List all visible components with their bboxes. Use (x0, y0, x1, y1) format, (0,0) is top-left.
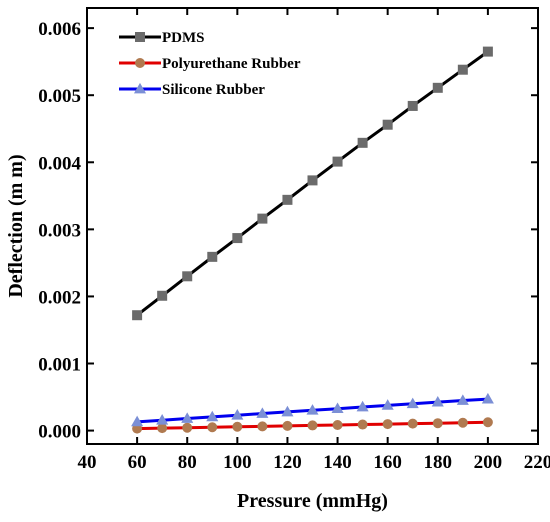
data-point (332, 156, 343, 167)
data-point (131, 415, 144, 427)
y-axis: 0.000 0.001 0.002 0.003 0.004 0.005 0.006 (38, 19, 538, 443)
data-point (356, 400, 369, 412)
data-point (331, 402, 344, 414)
data-point (282, 194, 293, 205)
data-point (357, 419, 368, 430)
x-axis-title: Pressure (mmHg) (237, 490, 388, 512)
x-tick-label: 80 (178, 452, 197, 473)
data-point (157, 423, 168, 434)
data-point (231, 409, 244, 420)
y-tick-label: 0.003 (38, 220, 81, 241)
data-point (381, 399, 394, 410)
series-pdms (132, 46, 493, 321)
legend-label: Polyurethane Rubber (162, 56, 301, 72)
data-point (306, 404, 319, 415)
y-tick-label: 0.001 (38, 355, 81, 376)
y-tick-label: 0.002 (38, 287, 81, 308)
data-point (232, 233, 243, 244)
x-tick-label: 100 (223, 452, 252, 473)
data-point (256, 407, 269, 418)
x-tick-label: 60 (128, 452, 147, 473)
data-point (457, 417, 468, 428)
data-point (407, 100, 418, 111)
data-point (206, 410, 219, 422)
legend-label: Silicone Rubber (162, 82, 265, 98)
data-point (181, 412, 194, 423)
data-point (156, 414, 169, 425)
x-tick-label: 200 (474, 452, 503, 473)
data-point (457, 64, 468, 75)
legend-label: PDMS (162, 30, 205, 46)
legend-item: Polyurethane Rubber (119, 56, 301, 72)
plot-frame (86, 7, 539, 445)
data-point (382, 119, 393, 130)
plot-frame-rect (86, 7, 539, 445)
x-tick-label: 180 (424, 452, 453, 473)
legend-marker (135, 32, 145, 42)
data-point (432, 418, 443, 429)
data-point (232, 421, 243, 432)
data-point (307, 420, 318, 431)
y-tick-label: 0.006 (38, 19, 81, 40)
data-point (182, 271, 193, 282)
data-point (157, 290, 168, 301)
data-point (281, 405, 294, 417)
y-tick-label: 0.000 (38, 422, 81, 443)
data-point (407, 418, 418, 429)
legend-item: PDMS (119, 30, 205, 46)
x-tick-label: 120 (273, 452, 302, 473)
data-point (257, 421, 268, 432)
data-point (481, 392, 494, 404)
series-silicone-rubber (131, 392, 494, 427)
data-point (456, 394, 469, 405)
series-polyurethane-rubber (132, 417, 493, 434)
data-point (207, 422, 218, 433)
x-axis: 40 60 80 100 120 140 160 180 200 220 (78, 8, 550, 473)
data-point (432, 82, 443, 93)
data-point (482, 46, 493, 57)
data-point (406, 397, 419, 409)
data-point (357, 137, 368, 148)
x-tick-label: 140 (323, 452, 352, 473)
legend: PDMS Polyurethane Rubber Silicone Rubber (119, 30, 301, 98)
data-point (332, 420, 343, 431)
legend-item: Silicone Rubber (119, 82, 265, 98)
data-point (132, 310, 143, 321)
data-point (282, 420, 293, 431)
data-point (382, 419, 393, 430)
legend-marker (135, 58, 145, 68)
x-tick-label: 220 (524, 452, 550, 473)
data-point (182, 422, 193, 433)
y-axis-title: Deflection (m m) (5, 154, 27, 297)
data-point (431, 395, 444, 407)
data-point (307, 175, 318, 186)
y-tick-label: 0.005 (38, 86, 81, 107)
data-point (207, 251, 218, 262)
legend-marker (133, 82, 147, 94)
x-tick-label: 40 (78, 452, 97, 473)
series-layer (131, 46, 494, 434)
data-point (482, 417, 493, 428)
x-tick-label: 160 (373, 452, 402, 473)
data-point (257, 213, 268, 224)
y-tick-label: 0.004 (38, 153, 81, 174)
